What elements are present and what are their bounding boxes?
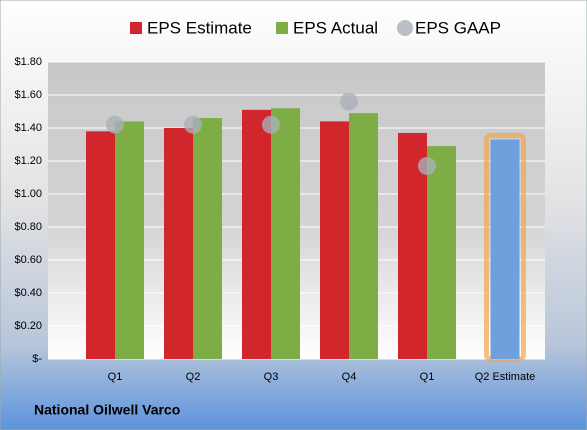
x-tick-label: Q1 [420,371,435,383]
bar [320,121,349,360]
y-tick-label: $1.60 [14,89,42,101]
y-tick-label: $0.80 [14,221,42,233]
bar [271,108,300,359]
y-tick-label: $1.20 [14,155,42,167]
x-tick-label: Q2 [186,371,201,383]
bar [115,121,144,360]
y-tick-label: $1.40 [14,122,42,134]
y-tick-label: $0.20 [14,320,42,332]
x-tick-label: Q3 [264,371,279,383]
gaap-marker [106,115,124,134]
x-tick-label: Q2 Estimate [475,371,536,383]
legend-label: EPS GAAP [415,18,501,37]
gaap-marker [262,115,280,134]
y-tick-label: $- [32,353,42,365]
legend-label: EPS Actual [293,18,378,37]
legend-label: EPS Estimate [147,18,252,37]
legend-swatch [130,22,142,34]
gaap-marker [340,92,358,111]
x-tick-label: Q1 [108,371,123,383]
bar [242,109,271,359]
bar [427,146,456,359]
legend-swatch [276,22,288,34]
y-tick-label: $1.80 [14,56,42,68]
bar [349,113,378,360]
y-tick-label: $0.60 [14,254,42,266]
gaap-marker [418,156,436,175]
bar [193,118,222,359]
footer: National Oilwell Varco [34,402,180,418]
y-tick-label: $0.40 [14,287,42,299]
gaap-marker [184,115,202,134]
bar [490,139,520,359]
bar [164,128,193,359]
y-tick-label: $1.00 [14,188,42,200]
legend-swatch [397,20,413,36]
bar [86,131,115,359]
x-tick-label: Q4 [342,371,357,383]
